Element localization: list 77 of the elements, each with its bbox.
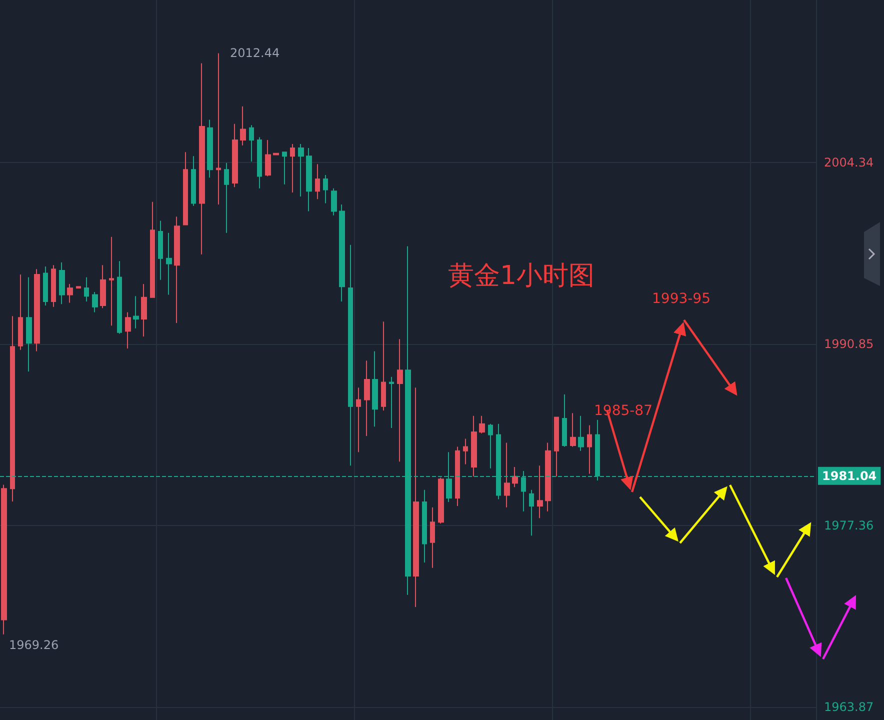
annotation: 1993-95 [652,291,710,307]
annotation: 1985-87 [594,403,652,419]
candlestick [298,144,304,197]
candlestick [315,164,320,200]
candlestick [554,416,559,477]
candlestick [183,152,188,226]
candlestick [512,466,518,488]
candlestick [537,465,543,519]
candlestick [174,216,180,324]
candlestick [290,144,295,193]
candlestick [240,106,246,146]
candlestick [356,387,361,453]
candlestick [18,274,23,350]
candlestick [282,152,287,185]
candlestick [207,119,213,178]
y-tick-label: 1990.85 [824,336,874,351]
candlestick [306,148,312,212]
candlestick [191,156,196,206]
candlestick [587,424,592,474]
candlestick [331,188,337,216]
candlestick [10,316,15,502]
candlestick [381,321,386,411]
candlestick [471,415,477,477]
candlestick [397,338,403,462]
candlestick [488,423,493,469]
candlestick [364,360,370,437]
y-tick-label: 1977.36 [824,518,874,532]
candlestick [545,442,551,512]
candlestick [372,350,378,428]
candlestick [59,262,65,305]
candlestick [117,260,122,334]
candlestick [133,296,139,329]
candlestick [323,174,328,204]
annotation: 2012.44 [230,46,280,60]
candlestick [199,62,205,255]
candlestick [150,201,155,298]
candlestick [455,446,460,507]
ref-line-label: 1981.04 [822,468,877,483]
y-tick-label: 1963.87 [824,700,874,714]
candlestick [339,204,345,302]
candlestick [265,139,271,177]
candlestick [43,266,48,306]
candlestick [109,236,114,326]
candlestick [67,283,73,304]
y-tick-label: 2004.34 [824,155,874,170]
candlestick [529,489,534,536]
candlestick [389,376,394,428]
annotation: 1969.26 [9,638,59,652]
candlestick [92,292,98,313]
candlestick [479,415,485,434]
candlestick [26,276,32,372]
candlestick [348,244,353,466]
candlestick [51,264,56,308]
text: 黄金1小时图 [448,261,595,291]
candlestick [562,394,567,448]
candlestick [158,220,163,280]
candlestick [463,438,468,465]
candlestick [570,412,576,448]
candlestick [141,283,147,337]
candlestick [578,415,584,452]
candlestick [34,268,40,352]
candlestick [216,52,221,206]
candlestick [100,264,106,309]
candlestick [125,312,131,350]
candlestick [430,506,435,568]
candlestick [166,232,172,296]
candlestick [224,162,229,234]
candlestick [504,442,510,508]
candlestick [232,123,238,188]
candlestick [84,276,89,302]
candlestick [438,477,444,524]
candlestick [273,152,279,156]
candlestick [249,124,254,162]
candlestick [257,136,262,189]
candlestick [422,489,427,564]
candlestick [1,484,7,635]
candlestick [413,387,419,608]
